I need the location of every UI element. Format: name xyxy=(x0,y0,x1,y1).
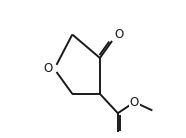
Text: O: O xyxy=(115,28,124,41)
Text: O: O xyxy=(130,96,139,109)
Text: O: O xyxy=(44,63,53,75)
